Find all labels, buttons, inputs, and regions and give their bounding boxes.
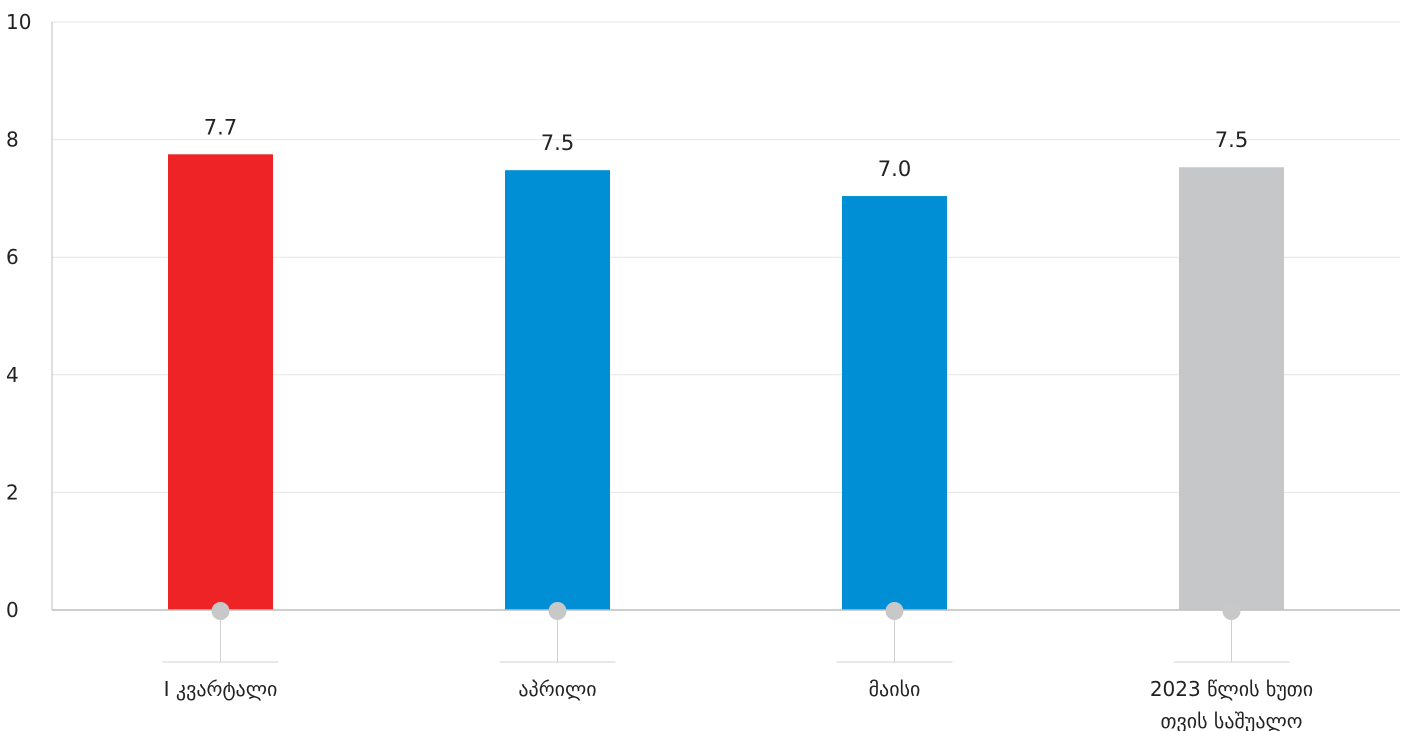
category-marker-1 [211, 602, 230, 620]
y-tick-label-2: 2 [6, 480, 19, 504]
x-tick-label-1: I კვარტალი [164, 677, 278, 701]
bar-3 [842, 196, 947, 610]
category-marker-3 [885, 602, 904, 620]
grid-lines [52, 21, 1400, 493]
y-tick-label-8: 8 [6, 128, 19, 152]
x-tick-label-line: აპრილი [518, 677, 596, 701]
y-tick-label-6: 6 [6, 245, 19, 269]
x-tick-label-line: I კვარტალი [164, 677, 278, 701]
x-tick-label-2: აპრილი [518, 677, 596, 701]
x-tick-label-3: მაისი [869, 677, 921, 701]
x-tick-label-4: 2023 წლის ხუთი თვის საშუალო [1150, 677, 1313, 731]
y-tick-label-0: 0 [6, 598, 19, 622]
y-tick-label-4: 4 [6, 363, 19, 387]
bar-4 [1179, 167, 1284, 610]
bars [168, 154, 1284, 611]
x-tick-label-line: თვის საშუალო [1160, 709, 1302, 731]
x-tick-label-line: მაისი [869, 677, 921, 701]
labels: 7.7 7.5 7.0 7.5 I კვარტალი აპრილი მაისი 2023 წლ… [164, 115, 1314, 731]
x-axis [52, 602, 1400, 663]
value-label-4: 7.5 [1215, 128, 1248, 152]
value-label-3: 7.0 [878, 157, 911, 181]
value-label-2: 7.5 [541, 131, 574, 155]
value-label-1: 7.7 [204, 115, 237, 139]
category-marker-4 [1222, 602, 1241, 620]
category-marker-2 [548, 602, 567, 620]
bar-1 [168, 154, 273, 611]
y-axis: 0 2 4 6 8 10 [6, 10, 53, 622]
x-tick-label-line: 2023 წლის ხუთი [1150, 677, 1313, 701]
y-tick-label-10: 10 [6, 10, 31, 34]
bar-2 [505, 170, 610, 610]
